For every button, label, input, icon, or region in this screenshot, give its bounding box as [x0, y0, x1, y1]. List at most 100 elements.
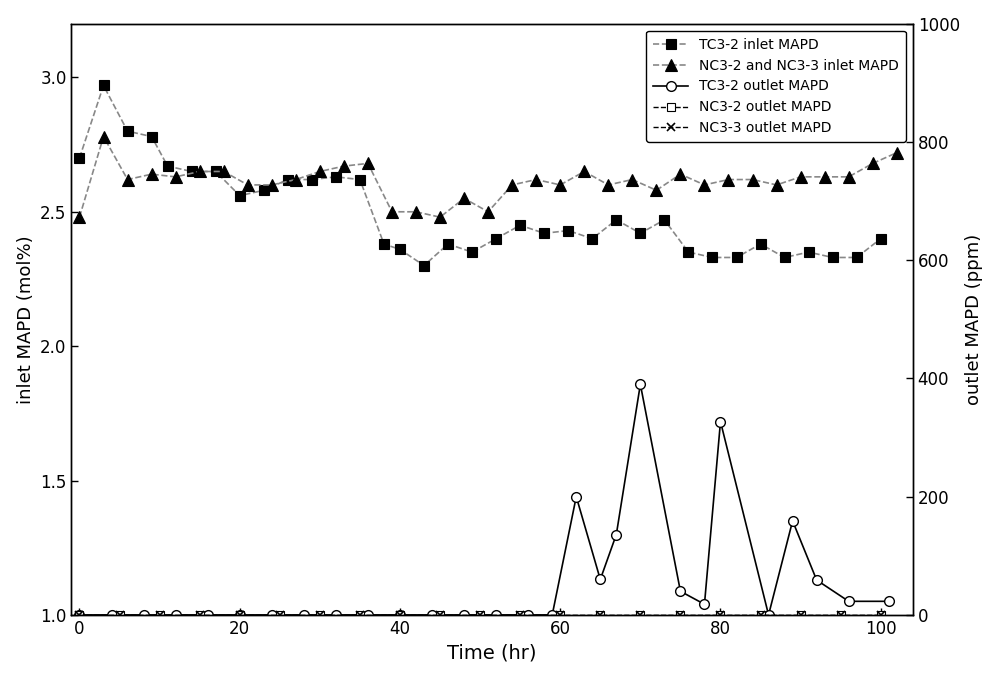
NC3-2 and NC3-3 inlet MAPD [458, 194, 470, 202]
TC3-2 inlet MAPD [562, 227, 574, 235]
NC3-3 outlet MAPD [73, 611, 85, 619]
TC3-2 inlet MAPD [306, 175, 318, 183]
TC3-2 inlet MAPD [634, 230, 646, 238]
NC3-2 and NC3-3 inlet MAPD [194, 168, 206, 176]
NC3-3 outlet MAPD [594, 611, 606, 619]
NC3-3 outlet MAPD [194, 611, 206, 619]
NC3-2 and NC3-3 inlet MAPD [73, 213, 85, 221]
NC3-2 and NC3-3 inlet MAPD [410, 208, 422, 216]
NC3-3 outlet MAPD [274, 611, 286, 619]
NC3-3 outlet MAPD [474, 611, 486, 619]
NC3-2 and NC3-3 inlet MAPD [290, 175, 302, 183]
TC3-2 inlet MAPD [851, 253, 863, 261]
TC3-2 inlet MAPD [186, 168, 198, 176]
TC3-2 inlet MAPD [442, 240, 454, 248]
NC3-2 outlet MAPD [714, 611, 726, 619]
NC3-2 and NC3-3 inlet MAPD [771, 181, 783, 189]
NC3-2 outlet MAPD [755, 611, 767, 619]
NC3-2 outlet MAPD [594, 611, 606, 619]
NC3-2 outlet MAPD [234, 611, 246, 619]
TC3-2 inlet MAPD [122, 127, 134, 135]
NC3-2 outlet MAPD [474, 611, 486, 619]
NC3-2 and NC3-3 inlet MAPD [602, 181, 614, 189]
TC3-2 outlet MAPD [634, 380, 646, 388]
NC3-3 outlet MAPD [314, 611, 326, 619]
TC3-2 outlet MAPD [522, 611, 534, 619]
TC3-2 inlet MAPD [514, 221, 526, 230]
NC3-2 and NC3-3 inlet MAPD [843, 172, 855, 181]
TC3-2 inlet MAPD [586, 234, 598, 242]
TC3-2 outlet MAPD [546, 611, 558, 619]
TC3-2 outlet MAPD [202, 611, 214, 619]
NC3-3 outlet MAPD [875, 611, 887, 619]
TC3-2 outlet MAPD [394, 611, 406, 619]
TC3-2 inlet MAPD [682, 248, 694, 256]
NC3-2 and NC3-3 inlet MAPD [867, 160, 879, 168]
TC3-2 inlet MAPD [330, 172, 342, 181]
TC3-2 inlet MAPD [466, 248, 478, 256]
TC3-2 inlet MAPD [755, 240, 767, 248]
NC3-3 outlet MAPD [634, 611, 646, 619]
NC3-2 and NC3-3 inlet MAPD [747, 175, 759, 183]
NC3-2 outlet MAPD [274, 611, 286, 619]
TC3-2 inlet MAPD [418, 261, 430, 270]
NC3-2 and NC3-3 inlet MAPD [266, 181, 278, 189]
NC3-2 and NC3-3 inlet MAPD [698, 181, 710, 189]
TC3-2 outlet MAPD [763, 611, 775, 619]
TC3-2 inlet MAPD [827, 253, 839, 261]
NC3-2 and NC3-3 inlet MAPD [338, 162, 350, 170]
Line: TC3-2 inlet MAPD: TC3-2 inlet MAPD [75, 81, 886, 270]
NC3-2 outlet MAPD [154, 611, 166, 619]
NC3-2 and NC3-3 inlet MAPD [795, 172, 807, 181]
TC3-2 inlet MAPD [731, 253, 743, 261]
NC3-3 outlet MAPD [714, 611, 726, 619]
TC3-2 inlet MAPD [394, 245, 406, 253]
TC3-2 outlet MAPD [490, 611, 502, 619]
TC3-2 outlet MAPD [426, 611, 438, 619]
TC3-2 outlet MAPD [883, 598, 895, 606]
NC3-3 outlet MAPD [514, 611, 526, 619]
NC3-2 and NC3-3 inlet MAPD [650, 186, 662, 194]
NC3-2 outlet MAPD [514, 611, 526, 619]
TC3-2 outlet MAPD [843, 598, 855, 606]
TC3-2 outlet MAPD [610, 530, 622, 538]
NC3-2 outlet MAPD [194, 611, 206, 619]
NC3-2 and NC3-3 inlet MAPD [530, 175, 542, 183]
TC3-2 inlet MAPD [73, 154, 85, 162]
NC3-3 outlet MAPD [434, 611, 446, 619]
NC3-3 outlet MAPD [154, 611, 166, 619]
TC3-2 outlet MAPD [787, 517, 799, 525]
NC3-2 and NC3-3 inlet MAPD [578, 168, 590, 176]
TC3-2 outlet MAPD [234, 611, 246, 619]
NC3-2 outlet MAPD [314, 611, 326, 619]
TC3-2 inlet MAPD [538, 230, 550, 238]
NC3-3 outlet MAPD [114, 611, 126, 619]
NC3-2 outlet MAPD [835, 611, 847, 619]
NC3-2 and NC3-3 inlet MAPD [362, 160, 374, 168]
TC3-2 inlet MAPD [210, 168, 222, 176]
NC3-3 outlet MAPD [234, 611, 246, 619]
NC3-2 and NC3-3 inlet MAPD [554, 181, 566, 189]
TC3-2 outlet MAPD [811, 576, 823, 584]
TC3-2 inlet MAPD [779, 253, 791, 261]
TC3-2 inlet MAPD [803, 248, 815, 256]
TC3-2 inlet MAPD [98, 81, 110, 90]
NC3-2 and NC3-3 inlet MAPD [722, 175, 734, 183]
TC3-2 inlet MAPD [658, 216, 670, 224]
TC3-2 outlet MAPD [298, 611, 310, 619]
NC3-3 outlet MAPD [554, 611, 566, 619]
NC3-3 outlet MAPD [755, 611, 767, 619]
TC3-2 outlet MAPD [170, 611, 182, 619]
TC3-2 outlet MAPD [330, 611, 342, 619]
Line: NC3-2 outlet MAPD: NC3-2 outlet MAPD [75, 610, 885, 619]
NC3-2 outlet MAPD [114, 611, 126, 619]
NC3-2 outlet MAPD [875, 611, 887, 619]
TC3-2 inlet MAPD [258, 186, 270, 194]
TC3-2 inlet MAPD [490, 234, 502, 242]
TC3-2 outlet MAPD [458, 611, 470, 619]
TC3-2 outlet MAPD [73, 611, 85, 619]
X-axis label: Time (hr): Time (hr) [447, 643, 537, 662]
Line: NC3-3 outlet MAPD: NC3-3 outlet MAPD [75, 610, 885, 619]
NC3-2 and NC3-3 inlet MAPD [122, 175, 134, 183]
TC3-2 inlet MAPD [282, 175, 294, 183]
